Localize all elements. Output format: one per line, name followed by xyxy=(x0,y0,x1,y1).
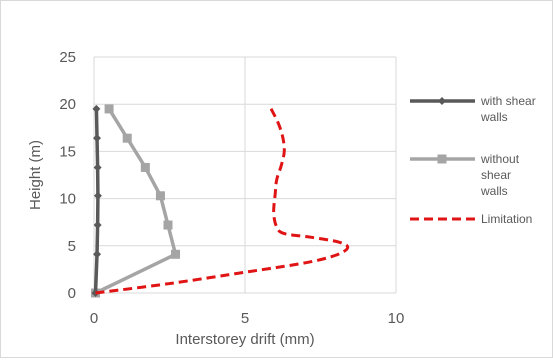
data-point-square xyxy=(140,162,150,172)
data-point-diamond xyxy=(93,250,102,259)
x-tick-label: 5 xyxy=(241,310,249,327)
data-point-square xyxy=(104,104,114,114)
y-tick-label: 10 xyxy=(59,191,76,208)
y-tick-label: 25 xyxy=(59,49,76,66)
y-axis-title: Height (m) xyxy=(27,140,44,210)
y-tick-label: 15 xyxy=(59,143,76,160)
legend: with shear walls without shear walls Limitati… xyxy=(410,94,536,226)
legend-label: Limitation xyxy=(481,212,532,226)
y-tick-label: 20 xyxy=(59,96,76,113)
legend-item: with shear walls xyxy=(410,94,536,124)
x-tick-label: 0 xyxy=(90,310,98,327)
series-line xyxy=(95,107,350,295)
series-0 xyxy=(91,104,102,297)
data-point-square xyxy=(437,154,447,164)
legend-label: with shear walls xyxy=(480,94,536,124)
series-layer xyxy=(91,104,350,298)
x-tick-label: 10 xyxy=(388,310,405,327)
data-point-diamond xyxy=(438,97,446,105)
series-2 xyxy=(95,107,350,295)
data-point-square xyxy=(171,249,181,259)
legend-item: without shear walls xyxy=(410,152,520,198)
y-tick-label: 5 xyxy=(68,238,76,255)
x-axis-title: Interstorey drift (mm) xyxy=(175,331,314,348)
data-point-square xyxy=(122,133,132,143)
data-point-diamond xyxy=(92,104,101,113)
data-point-square xyxy=(163,220,173,230)
data-point-diamond xyxy=(93,134,102,143)
data-point-diamond xyxy=(93,191,102,200)
data-point-diamond xyxy=(93,221,102,230)
y-tick-label: 0 xyxy=(68,285,76,302)
legend-label: without shear walls xyxy=(480,152,520,198)
data-point-diamond xyxy=(93,163,102,172)
tick-labels: 0 5 10 15 20 25 0 5 10 xyxy=(59,49,404,327)
data-point-square xyxy=(155,191,165,201)
legend-item: Limitation xyxy=(410,212,532,226)
